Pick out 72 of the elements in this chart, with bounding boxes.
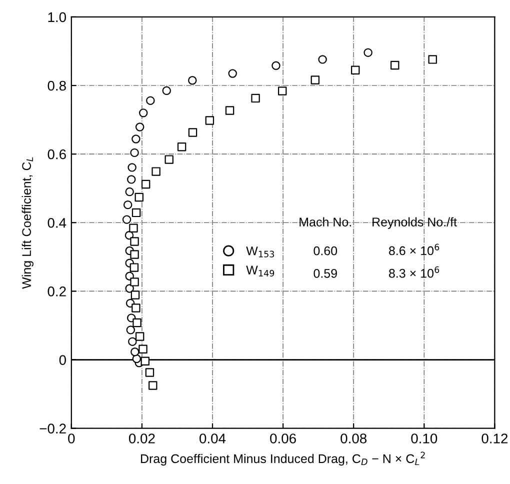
annotation: 0.60: [314, 246, 338, 256]
point: [132, 134, 140, 144]
point: [390, 60, 400, 70]
point: [123, 200, 132, 210]
point: [130, 250, 139, 259]
point: [139, 108, 148, 118]
point: [351, 66, 360, 74]
point: [126, 326, 136, 334]
point: [138, 344, 148, 354]
point: [127, 175, 136, 184]
point: [128, 163, 136, 172]
y-tick-label: −0.2: [40, 424, 66, 434]
point: [310, 76, 320, 84]
x-tick-label: 0.10: [411, 434, 438, 444]
point: [130, 278, 139, 286]
point: [130, 348, 140, 356]
annotation: Reynolds No./ft: [372, 217, 457, 229]
x-tick-label: 0.08: [340, 434, 367, 444]
point: [272, 61, 280, 70]
annotation: 8.6 × 10$^{6}$: [389, 244, 440, 256]
point: [177, 142, 186, 152]
point: [134, 192, 144, 202]
annotation: 8.3 × 10$^{6}$: [389, 266, 440, 278]
point: [129, 224, 138, 232]
legend-label: W$_{149}$: [246, 266, 274, 277]
point: [152, 167, 160, 176]
point: [130, 263, 139, 272]
y-tick-label: 0.2: [48, 286, 66, 296]
point: [164, 155, 174, 164]
annotation: Mach No.: [300, 217, 351, 226]
point: [132, 304, 140, 312]
point: [130, 237, 139, 246]
point: [225, 106, 234, 115]
point: [141, 180, 150, 189]
point: [188, 76, 197, 85]
point: [128, 337, 137, 346]
x-tick-label: 0: [68, 434, 75, 444]
x-tick-label: 0.04: [200, 434, 226, 444]
legend-label: W$_{153}$: [246, 246, 274, 258]
y-tick-label: 1.0: [48, 12, 66, 22]
y-tick-label: 0.8: [48, 80, 66, 91]
point: [145, 368, 154, 377]
point: [162, 86, 171, 96]
point: [135, 332, 144, 341]
annotation: 0.59: [314, 268, 337, 278]
point: [125, 187, 134, 196]
point: [188, 128, 198, 137]
point: [251, 94, 260, 103]
x-tick-label: 0.12: [482, 434, 508, 444]
point: [228, 69, 237, 78]
x-tick-label: 0.02: [128, 434, 155, 444]
y-tick-label: 0: [59, 355, 66, 365]
point: [205, 116, 214, 125]
point: [132, 208, 141, 218]
point: [364, 48, 372, 57]
point: [132, 354, 142, 364]
y-tick-label: 0.4: [48, 218, 66, 228]
point: [318, 55, 327, 64]
y-axis-title: Wing Lift Coefficient, C$_{L}$: [22, 157, 34, 289]
point: [132, 318, 142, 328]
x-axis-title: Drag Coefficient Minus Induced Drag, C$_{D}$ − N × C$_{L}$$^{2}$: [141, 452, 425, 466]
point: [278, 86, 287, 96]
point: [130, 148, 139, 158]
point: [140, 356, 150, 366]
point: [135, 122, 144, 132]
y-tick-label: 0.6: [48, 149, 66, 160]
x-tick-label: 0.06: [270, 434, 296, 444]
point: [130, 290, 140, 300]
point: [148, 381, 158, 390]
point: [146, 96, 155, 105]
point: [122, 215, 132, 224]
point: [428, 55, 437, 64]
